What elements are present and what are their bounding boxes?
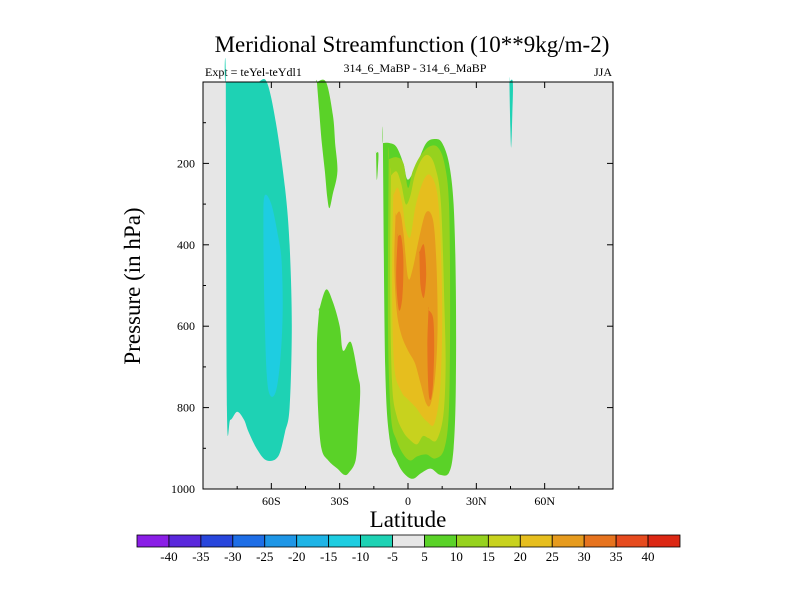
x-axis-label: Latitude	[370, 507, 447, 532]
colorbar-swatch	[168, 534, 202, 548]
colorbar-swatch	[615, 534, 649, 548]
colorbar-swatch	[583, 534, 617, 548]
x-tick-label: 60S	[262, 494, 281, 508]
colorbar-swatch	[360, 534, 393, 548]
colorbar-label: -5	[387, 549, 398, 564]
center-subtitle: 314_6_MaBP - 314_6_MaBP	[344, 61, 487, 75]
colorbar-swatch	[392, 534, 425, 548]
y-tick-label: 200	[177, 156, 195, 170]
colorbar-swatch	[487, 534, 521, 548]
colorbar-swatch	[424, 534, 457, 548]
contour-region-southern-cell-core	[263, 194, 283, 397]
colorbar-swatch	[136, 534, 170, 548]
colorbar-label: -20	[288, 549, 305, 564]
colorbar-swatch	[551, 534, 585, 548]
colorbar-label: 35	[610, 549, 623, 564]
contour-region-cell-tiny-left	[375, 151, 379, 181]
colorbar-label: -10	[352, 549, 369, 564]
contour-regions	[224, 57, 513, 479]
plot-area	[202, 57, 614, 490]
right-subtitle: JJA	[594, 65, 612, 79]
colorbar-swatch	[647, 534, 681, 548]
contour-region-tropical-cell-max-upper	[396, 233, 404, 311]
x-tick-label: 30N	[466, 494, 487, 508]
colorbar-label: 5	[421, 549, 428, 564]
colorbar-label: 30	[578, 549, 591, 564]
y-tick-label: 400	[177, 238, 195, 252]
colorbar-label: 20	[514, 549, 527, 564]
colorbar-label: -30	[224, 549, 241, 564]
colorbar-label: 40	[642, 549, 655, 564]
colorbar-swatch	[232, 534, 266, 548]
colorbar-label: -35	[192, 549, 209, 564]
colorbar-label: 25	[546, 549, 559, 564]
x-tick-label: 30S	[330, 494, 349, 508]
colorbar-label: 10	[450, 549, 463, 564]
colorbar-label: 15	[482, 549, 495, 564]
contour-region-tropical-cell-max-mid	[418, 244, 427, 299]
colorbar-swatch	[456, 534, 489, 548]
y-tick-label: 600	[177, 319, 195, 333]
colorbar: -40 -35 -30 -25 -20 -15 -10 -5 5 10 15 20 25 30 35 40	[136, 534, 681, 564]
colorbar-swatch	[264, 534, 298, 548]
contour-region-tropical-cell-core	[394, 211, 438, 407]
colorbar-swatch	[328, 534, 361, 548]
y-tick-label: 800	[177, 401, 195, 415]
colorbar-swatch	[296, 534, 330, 548]
y-tick-label: 1000	[171, 482, 195, 496]
contour-region-northern-sliver	[509, 77, 513, 148]
x-axis: 60S 30S 0 30N 60N	[236, 82, 580, 508]
y-axis: 200 400 600 800 1000	[171, 122, 613, 496]
colorbar-label: -40	[160, 549, 177, 564]
colorbar-swatch	[519, 534, 553, 548]
colorbar-label: -15	[320, 549, 337, 564]
x-tick-label: 60N	[534, 494, 555, 508]
chart-title: Meridional Streamfunction (10**9kg/m-2)	[215, 32, 610, 57]
x-tick-label: 0	[405, 494, 411, 508]
contour-region-cell-upper-left	[316, 79, 338, 209]
colorbar-label: -25	[256, 549, 273, 564]
left-subtitle: Expt = teYel-teYdl1	[205, 65, 302, 79]
contour-region-tropical-cell-max-lower	[427, 306, 435, 401]
contour-region-cell-lower-left	[316, 289, 361, 476]
colorbar-swatch	[200, 534, 234, 548]
y-axis-label: Pressure (in hPa)	[120, 207, 145, 364]
